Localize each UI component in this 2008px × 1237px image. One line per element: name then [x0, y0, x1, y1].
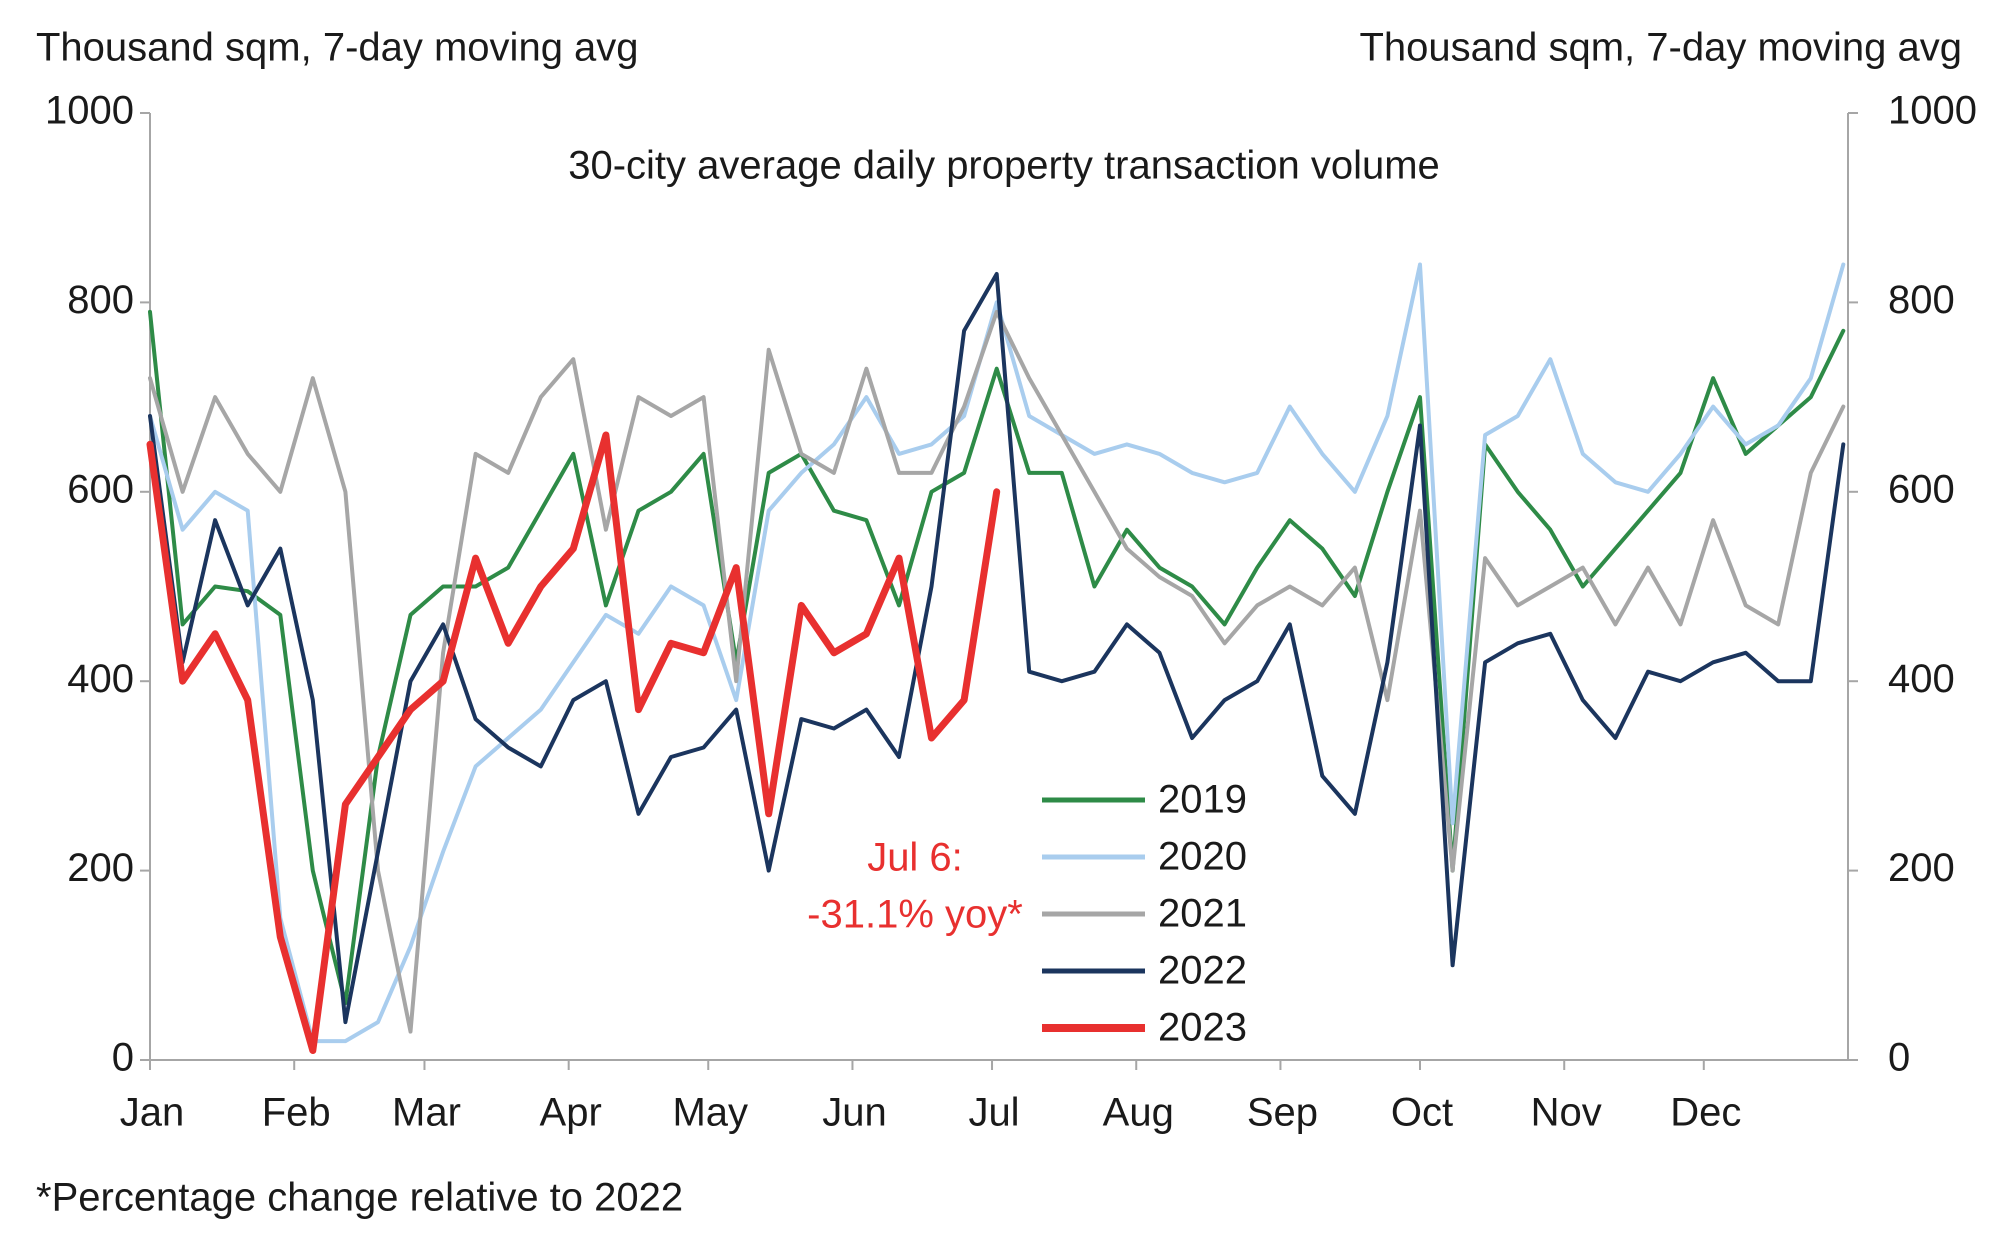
y2-tick-label: 200 [1888, 846, 1955, 890]
y-tick-label: 400 [67, 657, 134, 701]
y2-axis-label: Thousand sqm, 7-day moving avg [1359, 26, 1962, 70]
annotation: Jul 6: [867, 836, 963, 880]
y2-tick-label: 600 [1888, 467, 1955, 511]
series-line [148, 262, 1846, 1044]
y-tick-label: 200 [67, 846, 134, 890]
x-tick-label: Feb [262, 1091, 331, 1135]
x-tick-label: Jun [822, 1091, 887, 1135]
series-line [148, 309, 1846, 1034]
y-tick-label: 600 [67, 467, 134, 511]
legend-label: 2020 [1158, 835, 1247, 879]
x-tick-label: Aug [1103, 1091, 1174, 1135]
y2-tick-label: 1000 [1888, 89, 1977, 133]
legend-label: 2021 [1158, 892, 1247, 936]
footnote: *Percentage change relative to 2022 [36, 1176, 683, 1220]
x-tick-label: May [672, 1091, 748, 1135]
x-tick-label: Apr [540, 1091, 602, 1135]
chart-title: 30-city average daily property transacti… [568, 144, 1440, 188]
x-tick-label: Oct [1391, 1091, 1453, 1135]
series-line [148, 272, 1846, 1025]
legend-label: 2023 [1158, 1006, 1247, 1050]
y-tick-label: 800 [67, 278, 134, 322]
x-tick-label: Dec [1670, 1091, 1741, 1135]
x-tick-label: Jan [120, 1091, 185, 1135]
x-tick-label: Sep [1247, 1091, 1318, 1135]
y-axis-label: Thousand sqm, 7-day moving avg [36, 26, 639, 70]
legend-label: 2019 [1158, 778, 1247, 822]
x-tick-label: Nov [1531, 1091, 1602, 1135]
y-tick-label: 1000 [45, 89, 134, 133]
x-tick-label: Mar [392, 1091, 461, 1135]
annotation: -31.1% yoy* [807, 893, 1023, 937]
series-line [148, 309, 1846, 1006]
y2-tick-label: 800 [1888, 278, 1955, 322]
x-tick-label: Jul [968, 1091, 1019, 1135]
legend-label: 2022 [1158, 949, 1247, 993]
series-line [146, 431, 1001, 1054]
y-tick-label: 0 [112, 1036, 134, 1080]
y2-tick-label: 400 [1888, 657, 1955, 701]
y2-tick-label: 0 [1888, 1036, 1910, 1080]
